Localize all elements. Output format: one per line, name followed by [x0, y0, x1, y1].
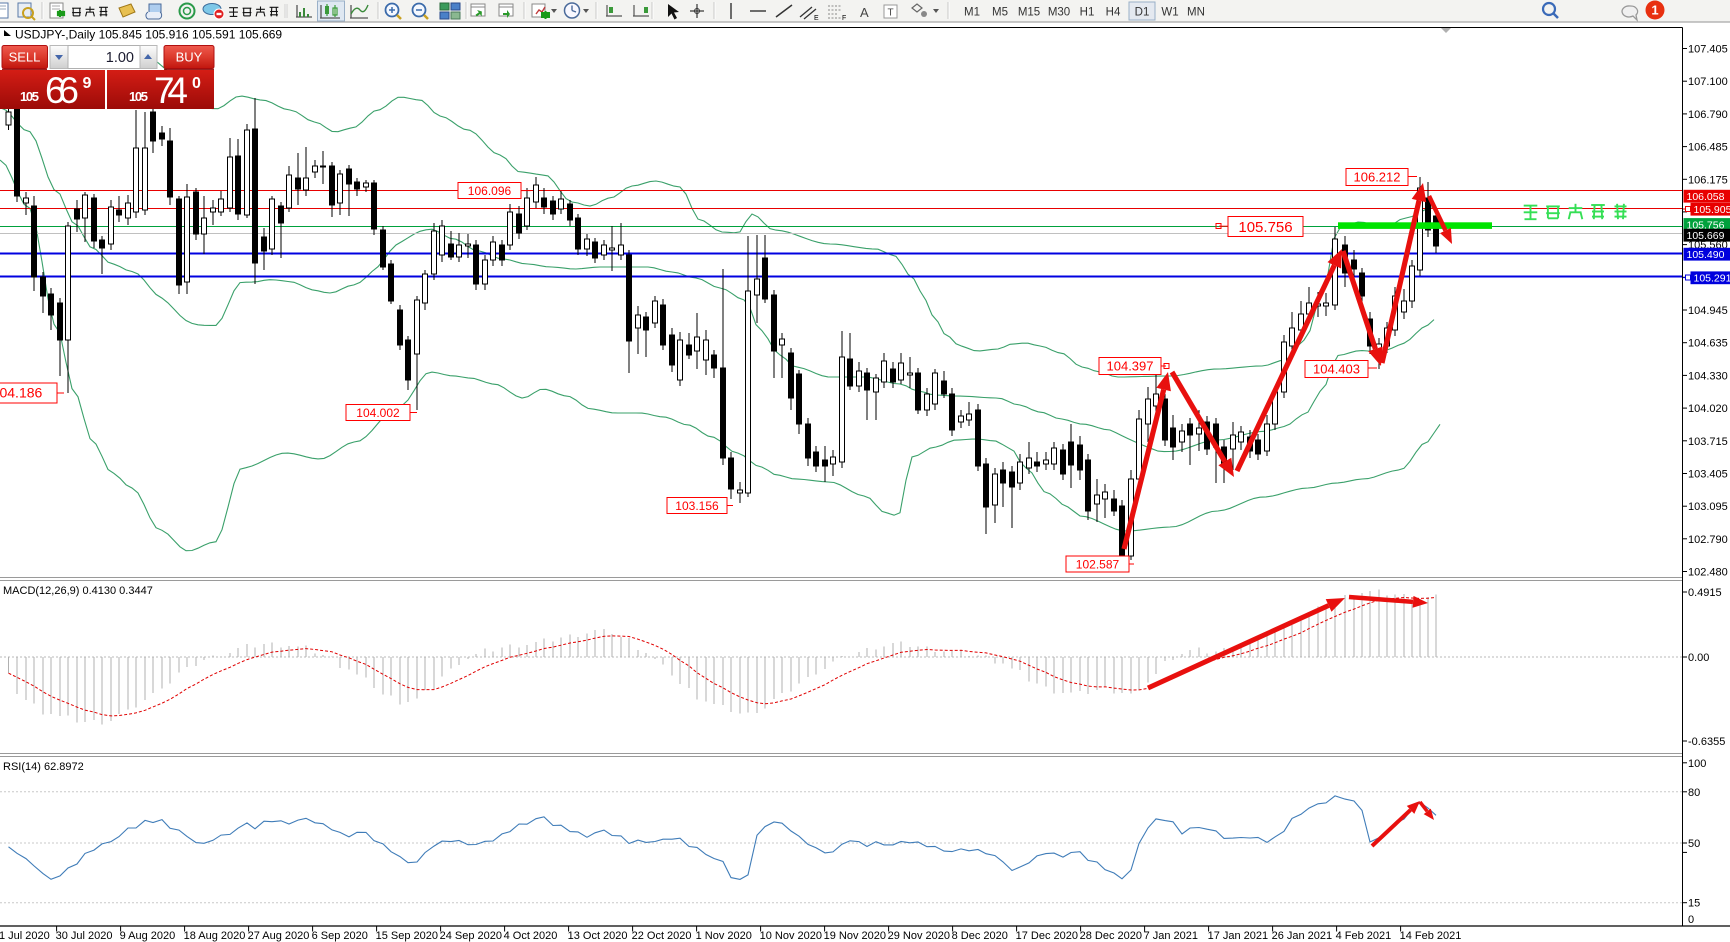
svg-text:15 Sep 2020: 15 Sep 2020 [376, 930, 438, 942]
svg-text:E: E [814, 15, 819, 22]
svg-text:1 Jul 2020: 1 Jul 2020 [0, 930, 50, 942]
svg-text:17 Dec 2020: 17 Dec 2020 [1016, 930, 1078, 942]
svg-text:H4: H4 [1106, 7, 1121, 19]
svg-text:13 Oct 2020: 13 Oct 2020 [568, 930, 628, 942]
svg-text:66: 66 [45, 70, 79, 111]
svg-text:104.002: 104.002 [356, 406, 400, 420]
svg-text:107.100: 107.100 [1688, 76, 1728, 88]
svg-text:M5: M5 [992, 7, 1008, 19]
svg-text:6 Sep 2020: 6 Sep 2020 [312, 930, 368, 942]
svg-text:17 Jan 2021: 17 Jan 2021 [1208, 930, 1269, 942]
svg-text:26 Jan 2021: 26 Jan 2021 [1272, 930, 1333, 942]
svg-text:100: 100 [1688, 758, 1706, 770]
svg-text:1 Nov 2020: 1 Nov 2020 [696, 930, 752, 942]
svg-text:106.212: 106.212 [1354, 170, 1401, 185]
svg-text:BUY: BUY [176, 50, 203, 65]
svg-text:107.405: 107.405 [1688, 44, 1728, 56]
svg-text:1.00: 1.00 [106, 50, 134, 66]
svg-text:104.403: 104.403 [1313, 362, 1360, 377]
svg-text:18 Aug 2020: 18 Aug 2020 [184, 930, 246, 942]
svg-text:RSI(14) 62.8972: RSI(14) 62.8972 [3, 761, 84, 773]
svg-text:USDJPY-,Daily 105.845 105.916: USDJPY-,Daily 105.845 105.916 105.591 10… [15, 28, 282, 42]
svg-text:105.905: 105.905 [1694, 204, 1730, 216]
svg-text:M30: M30 [1048, 7, 1070, 19]
svg-text:30 Jul 2020: 30 Jul 2020 [56, 930, 113, 942]
svg-text:102.587: 102.587 [1076, 557, 1120, 571]
svg-text:28 Dec 2020: 28 Dec 2020 [1080, 930, 1142, 942]
svg-text:19 Nov 2020: 19 Nov 2020 [824, 930, 886, 942]
svg-text:W1: W1 [1161, 7, 1178, 19]
svg-text:105: 105 [129, 89, 148, 104]
svg-text:0: 0 [1688, 914, 1694, 926]
svg-text:MACD(12,26,9) 0.4130 0.3447: MACD(12,26,9) 0.4130 0.3447 [3, 585, 153, 597]
svg-text:0.4915: 0.4915 [1688, 587, 1722, 599]
svg-text:106.058: 106.058 [1687, 191, 1725, 203]
svg-text:-0.6355: -0.6355 [1688, 736, 1725, 748]
svg-text:104.945: 104.945 [1688, 305, 1728, 317]
svg-text:105.756: 105.756 [1687, 219, 1725, 231]
svg-text:106.790: 106.790 [1688, 109, 1728, 121]
svg-text:105.291: 105.291 [1694, 273, 1730, 285]
svg-text:106.096: 106.096 [468, 184, 512, 198]
svg-text:15: 15 [1688, 898, 1700, 910]
svg-text:105.756: 105.756 [1238, 219, 1292, 236]
svg-text:SELL: SELL [9, 50, 41, 65]
svg-text:50: 50 [1688, 838, 1700, 850]
svg-text:4 Oct 2020: 4 Oct 2020 [504, 930, 558, 942]
svg-text:10 Nov 2020: 10 Nov 2020 [760, 930, 822, 942]
svg-text:0.00: 0.00 [1688, 652, 1709, 664]
svg-text:14 Feb 2021: 14 Feb 2021 [1400, 930, 1462, 942]
svg-text:105.669: 105.669 [1687, 230, 1725, 242]
svg-text:104.020: 104.020 [1688, 403, 1728, 415]
svg-text:103.156: 103.156 [675, 499, 719, 513]
svg-text:8 Dec 2020: 8 Dec 2020 [952, 930, 1008, 942]
svg-text:27 Aug 2020: 27 Aug 2020 [248, 930, 310, 942]
svg-text:104.635: 104.635 [1688, 338, 1728, 350]
svg-text:22 Oct 2020: 22 Oct 2020 [632, 930, 692, 942]
svg-text:F: F [842, 15, 846, 22]
svg-text:106.175: 106.175 [1688, 174, 1728, 186]
svg-text:9 Aug 2020: 9 Aug 2020 [120, 930, 176, 942]
svg-text:80: 80 [1688, 787, 1700, 799]
svg-text:24 Sep 2020: 24 Sep 2020 [440, 930, 502, 942]
svg-text:29 Nov 2020: 29 Nov 2020 [888, 930, 950, 942]
svg-text:74: 74 [154, 70, 188, 111]
svg-text:103.405: 103.405 [1688, 469, 1728, 481]
svg-text:104.186: 104.186 [0, 385, 43, 401]
svg-text:0: 0 [192, 75, 201, 92]
svg-text:M1: M1 [964, 7, 980, 19]
svg-text:103.715: 103.715 [1688, 436, 1728, 448]
svg-text:9: 9 [83, 75, 92, 92]
svg-text:106.485: 106.485 [1688, 142, 1728, 154]
svg-text:T: T [887, 8, 893, 19]
svg-text:7 Jan 2021: 7 Jan 2021 [1144, 930, 1198, 942]
svg-text:104.397: 104.397 [1107, 359, 1154, 374]
svg-text:103.095: 103.095 [1688, 501, 1728, 513]
svg-text:M15: M15 [1018, 7, 1040, 19]
svg-text:105: 105 [20, 89, 39, 104]
svg-text:105.490: 105.490 [1687, 249, 1725, 261]
svg-text:H1: H1 [1080, 7, 1095, 19]
svg-text:4 Feb 2021: 4 Feb 2021 [1336, 930, 1392, 942]
svg-text:D1: D1 [1135, 7, 1150, 19]
svg-text:MN: MN [1187, 7, 1205, 19]
svg-text:104.330: 104.330 [1688, 370, 1728, 382]
svg-text:1: 1 [1651, 3, 1658, 18]
svg-text:102.790: 102.790 [1688, 534, 1728, 546]
svg-text:A: A [860, 5, 869, 20]
svg-text:102.480: 102.480 [1688, 567, 1728, 579]
